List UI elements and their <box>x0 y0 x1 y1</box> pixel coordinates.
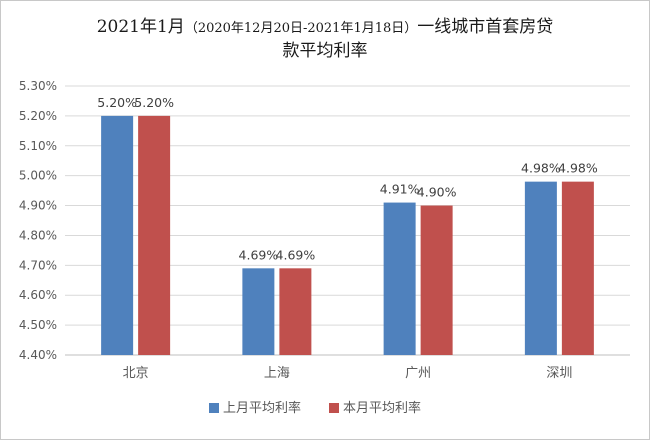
legend-swatch <box>329 403 339 413</box>
bar <box>383 202 416 355</box>
y-tick-label: 5.00% <box>19 169 57 183</box>
x-axis-categories: 北京 上海 广州 深圳 <box>123 366 573 381</box>
data-label: 5.20% <box>134 95 174 110</box>
data-label: 4.91% <box>380 182 420 197</box>
data-labels: 5.20%5.20% 4.69%4.69% 4.91%4.90% 4.98%4.98% <box>97 95 598 262</box>
y-tick-label: 4.80% <box>19 228 57 242</box>
y-axis-ticks: 4.40% 4.50% 4.60% 4.70% 4.80% 4.90% 5.00% 5.10%… <box>19 79 57 362</box>
bar <box>279 268 312 355</box>
y-tick-label: 4.60% <box>19 288 57 302</box>
data-label: 5.20% <box>97 95 137 110</box>
y-tick-label: 4.70% <box>19 258 57 272</box>
y-tick-label: 5.20% <box>19 109 57 123</box>
bar <box>101 115 134 355</box>
bar <box>420 205 453 355</box>
chart-title-paren: （2020年12月20日-2021年1月18日） <box>185 21 417 36</box>
data-label: 4.90% <box>417 185 457 200</box>
bar <box>561 181 594 355</box>
chart-title-line2: 款平均利率 <box>283 41 368 61</box>
y-tick-label: 4.40% <box>19 348 57 362</box>
chart-title-line1: 2021年1月（2020年12月20日-2021年1月18日）一线城市首套房贷 <box>97 17 554 37</box>
x-category-label: 深圳 <box>546 366 572 381</box>
legend-label: 本月平均利率 <box>343 400 421 416</box>
data-label: 4.69% <box>239 247 279 262</box>
y-tick-label: 4.50% <box>19 318 57 332</box>
legend-swatch <box>209 403 219 413</box>
bar <box>138 115 171 355</box>
x-category-label: 上海 <box>264 366 290 381</box>
y-tick-label: 5.10% <box>19 139 57 153</box>
y-tick-label: 4.90% <box>19 199 57 213</box>
x-category-label: 北京 <box>123 366 149 381</box>
bar <box>524 181 557 355</box>
y-tick-label: 5.30% <box>19 79 57 93</box>
bars <box>101 115 594 355</box>
x-category-label: 广州 <box>405 366 431 381</box>
chart-title-tail: 一线城市首套房贷 <box>417 17 553 37</box>
data-label: 4.98% <box>521 161 561 176</box>
legend-label: 上月平均利率 <box>223 400 301 416</box>
chart-title-main: 2021年1月 <box>97 17 185 37</box>
data-label: 4.69% <box>276 247 316 262</box>
data-label: 4.98% <box>558 161 598 176</box>
bar <box>242 268 275 355</box>
legend: 上月平均利率 本月平均利率 <box>209 400 421 416</box>
